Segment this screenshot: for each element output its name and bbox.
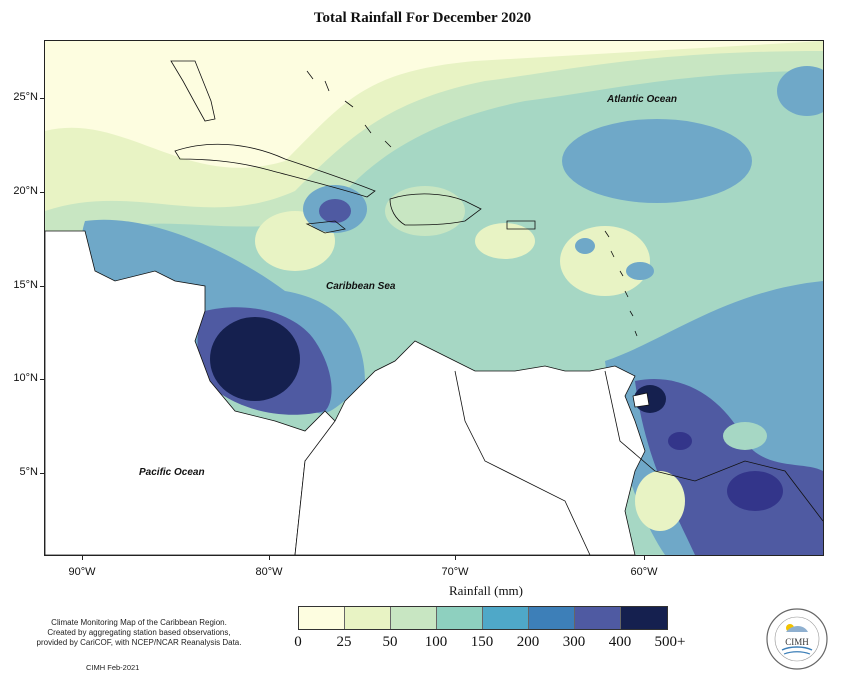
lon-label-90: 90°W bbox=[68, 566, 96, 578]
lat-label-20: 20°N bbox=[13, 185, 38, 197]
legend-title: Rainfall (mm) bbox=[448, 583, 523, 598]
description-line: Climate Monitoring Map of the Caribbean … bbox=[51, 618, 227, 627]
legend-swatch bbox=[483, 607, 529, 629]
lat-tick bbox=[40, 473, 45, 474]
map-description: Climate Monitoring Map of the Caribbean … bbox=[24, 618, 254, 648]
legend-swatch bbox=[391, 607, 437, 629]
lon-tick bbox=[269, 555, 270, 560]
cimh-logo-icon bbox=[766, 608, 828, 670]
lon-tick bbox=[455, 555, 456, 560]
legend-swatch bbox=[345, 607, 391, 629]
lat-label-15: 15°N bbox=[13, 279, 38, 291]
lat-label-25: 25°N bbox=[13, 91, 38, 103]
legend-tick: 300 bbox=[562, 634, 586, 650]
lon-tick bbox=[82, 555, 83, 560]
lon-label-80: 80°W bbox=[255, 566, 283, 578]
legend-tick: 25 bbox=[336, 634, 352, 650]
legend-swatch bbox=[299, 607, 345, 629]
legend-tick: 50 bbox=[382, 634, 398, 650]
legend-tick: 400 bbox=[608, 634, 632, 650]
rainfall-surface bbox=[45, 41, 823, 555]
lat-label-10: 10°N bbox=[13, 372, 38, 384]
legend-swatch bbox=[575, 607, 621, 629]
rainfall-map bbox=[44, 40, 824, 556]
legend-swatch bbox=[529, 607, 575, 629]
label-atlantic-ocean: Atlantic Ocean bbox=[607, 94, 678, 105]
label-pacific-ocean: Pacific Ocean bbox=[139, 467, 205, 478]
legend-tick: 200 bbox=[516, 634, 540, 650]
legend-tick-labels: 0 25 50 100 150 200 300 400 500+ bbox=[0, 634, 845, 654]
logo-text: CIMH bbox=[785, 637, 809, 647]
lat-tick bbox=[40, 379, 45, 380]
lat-tick bbox=[40, 286, 45, 287]
lat-tick bbox=[40, 192, 45, 193]
legend-swatch bbox=[437, 607, 483, 629]
lon-tick bbox=[644, 555, 645, 560]
legend-tick: 150 bbox=[470, 634, 494, 650]
lat-label-5: 5°N bbox=[19, 466, 38, 478]
legend-tick: 500+ bbox=[654, 634, 686, 650]
lat-tick bbox=[40, 98, 45, 99]
legend-tick: 100 bbox=[424, 634, 448, 650]
description-line: provided by CariCOF, with NCEP/NCAR Rean… bbox=[36, 638, 242, 647]
map-title: Total Rainfall For December 2020 bbox=[313, 10, 532, 26]
label-caribbean-sea: Caribbean Sea bbox=[326, 281, 396, 292]
legend-colorbar bbox=[298, 606, 668, 630]
legend-swatch bbox=[621, 607, 667, 629]
lon-label-70: 70°W bbox=[441, 566, 469, 578]
lon-label-60: 60°W bbox=[630, 566, 658, 578]
map-credit: CIMH Feb-2021 bbox=[86, 663, 140, 672]
legend-tick: 0 bbox=[294, 634, 302, 650]
description-line: Created by aggregating station based obs… bbox=[47, 628, 231, 637]
